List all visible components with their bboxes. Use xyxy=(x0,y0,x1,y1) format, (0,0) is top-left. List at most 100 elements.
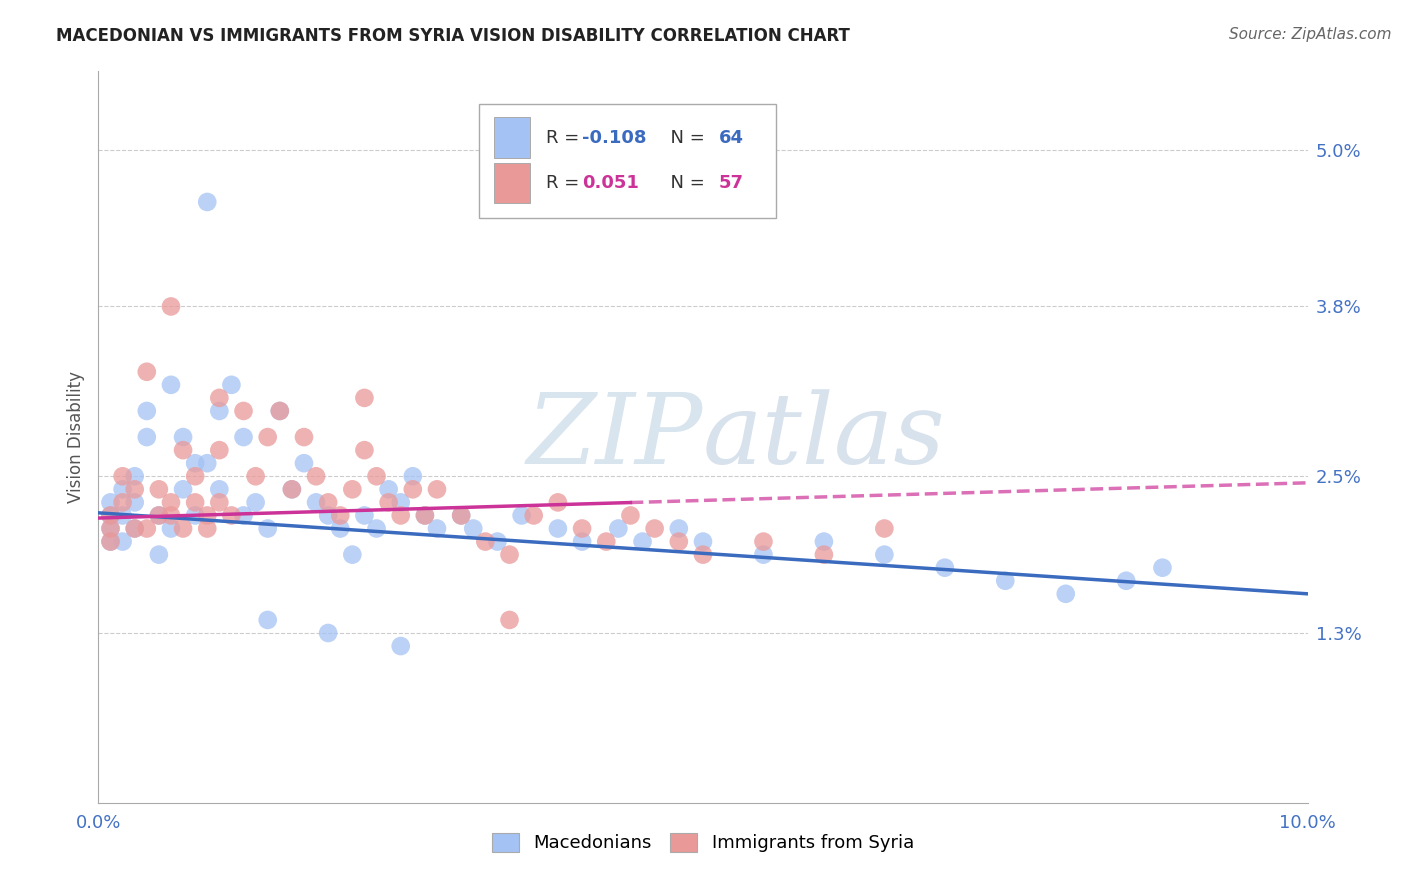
Point xyxy=(232,430,254,444)
FancyBboxPatch shape xyxy=(479,104,776,218)
Point xyxy=(353,391,375,405)
Point xyxy=(208,404,231,418)
Point xyxy=(463,521,485,535)
Point xyxy=(1152,560,1174,574)
Point xyxy=(208,443,231,458)
Point xyxy=(124,483,146,497)
Point xyxy=(1054,587,1077,601)
Point xyxy=(195,521,218,535)
FancyBboxPatch shape xyxy=(494,118,530,158)
Point xyxy=(135,365,157,379)
Point xyxy=(523,508,546,523)
Point xyxy=(389,508,412,523)
Point xyxy=(172,443,194,458)
Point xyxy=(813,548,835,562)
Text: R =: R = xyxy=(546,174,585,192)
Point xyxy=(111,508,134,523)
Point xyxy=(245,469,267,483)
Point xyxy=(486,534,509,549)
Point xyxy=(100,495,122,509)
Text: R =: R = xyxy=(546,128,585,146)
Point xyxy=(148,508,170,523)
Point xyxy=(256,430,278,444)
Point xyxy=(124,521,146,535)
Point xyxy=(450,508,472,523)
Point xyxy=(111,495,134,509)
Point xyxy=(474,534,496,549)
Point xyxy=(195,456,218,470)
Point xyxy=(232,508,254,523)
Point xyxy=(994,574,1017,588)
Point xyxy=(1115,574,1137,588)
Point xyxy=(269,404,291,418)
Point xyxy=(124,495,146,509)
Point xyxy=(668,521,690,535)
Point xyxy=(934,560,956,574)
Point xyxy=(135,404,157,418)
Point xyxy=(281,483,304,497)
Point xyxy=(100,508,122,523)
Point xyxy=(124,521,146,535)
Point xyxy=(389,639,412,653)
Point xyxy=(111,469,134,483)
Point xyxy=(160,521,183,535)
Point xyxy=(160,508,183,523)
Point xyxy=(329,521,352,535)
Point xyxy=(208,495,231,509)
Point xyxy=(221,508,243,523)
Y-axis label: Vision Disability: Vision Disability xyxy=(66,371,84,503)
Point xyxy=(498,613,520,627)
Point xyxy=(160,495,183,509)
Point xyxy=(644,521,666,535)
Point xyxy=(232,404,254,418)
Point xyxy=(111,483,134,497)
Point xyxy=(510,508,533,523)
Point xyxy=(124,469,146,483)
Text: N =: N = xyxy=(659,128,711,146)
Text: atlas: atlas xyxy=(703,390,946,484)
Point xyxy=(571,534,593,549)
Point xyxy=(100,521,122,535)
FancyBboxPatch shape xyxy=(494,162,530,203)
Point xyxy=(353,443,375,458)
Point xyxy=(184,469,207,483)
Point xyxy=(316,508,339,523)
Point xyxy=(148,483,170,497)
Point xyxy=(195,508,218,523)
Point xyxy=(873,548,896,562)
Point xyxy=(547,495,569,509)
Point xyxy=(366,469,388,483)
Point xyxy=(607,521,630,535)
Point xyxy=(377,483,399,497)
Point xyxy=(135,430,157,444)
Point xyxy=(413,508,436,523)
Point xyxy=(172,483,194,497)
Point xyxy=(160,377,183,392)
Point xyxy=(316,626,339,640)
Point xyxy=(402,483,425,497)
Point xyxy=(619,508,641,523)
Point xyxy=(111,534,134,549)
Point xyxy=(342,548,364,562)
Point xyxy=(631,534,654,549)
Point xyxy=(160,300,183,314)
Point xyxy=(366,521,388,535)
Point xyxy=(100,534,122,549)
Point xyxy=(148,508,170,523)
Point xyxy=(752,548,775,562)
Point xyxy=(668,534,690,549)
Point xyxy=(305,495,328,509)
Point xyxy=(184,456,207,470)
Point xyxy=(813,534,835,549)
Point xyxy=(389,495,412,509)
Point xyxy=(100,521,122,535)
Text: MACEDONIAN VS IMMIGRANTS FROM SYRIA VISION DISABILITY CORRELATION CHART: MACEDONIAN VS IMMIGRANTS FROM SYRIA VISI… xyxy=(56,27,851,45)
Point xyxy=(377,495,399,509)
Point xyxy=(172,430,194,444)
Point xyxy=(329,508,352,523)
Point xyxy=(595,534,617,549)
Text: Source: ZipAtlas.com: Source: ZipAtlas.com xyxy=(1229,27,1392,42)
Point xyxy=(413,508,436,523)
Point xyxy=(498,548,520,562)
Legend: Macedonians, Immigrants from Syria: Macedonians, Immigrants from Syria xyxy=(485,826,921,860)
